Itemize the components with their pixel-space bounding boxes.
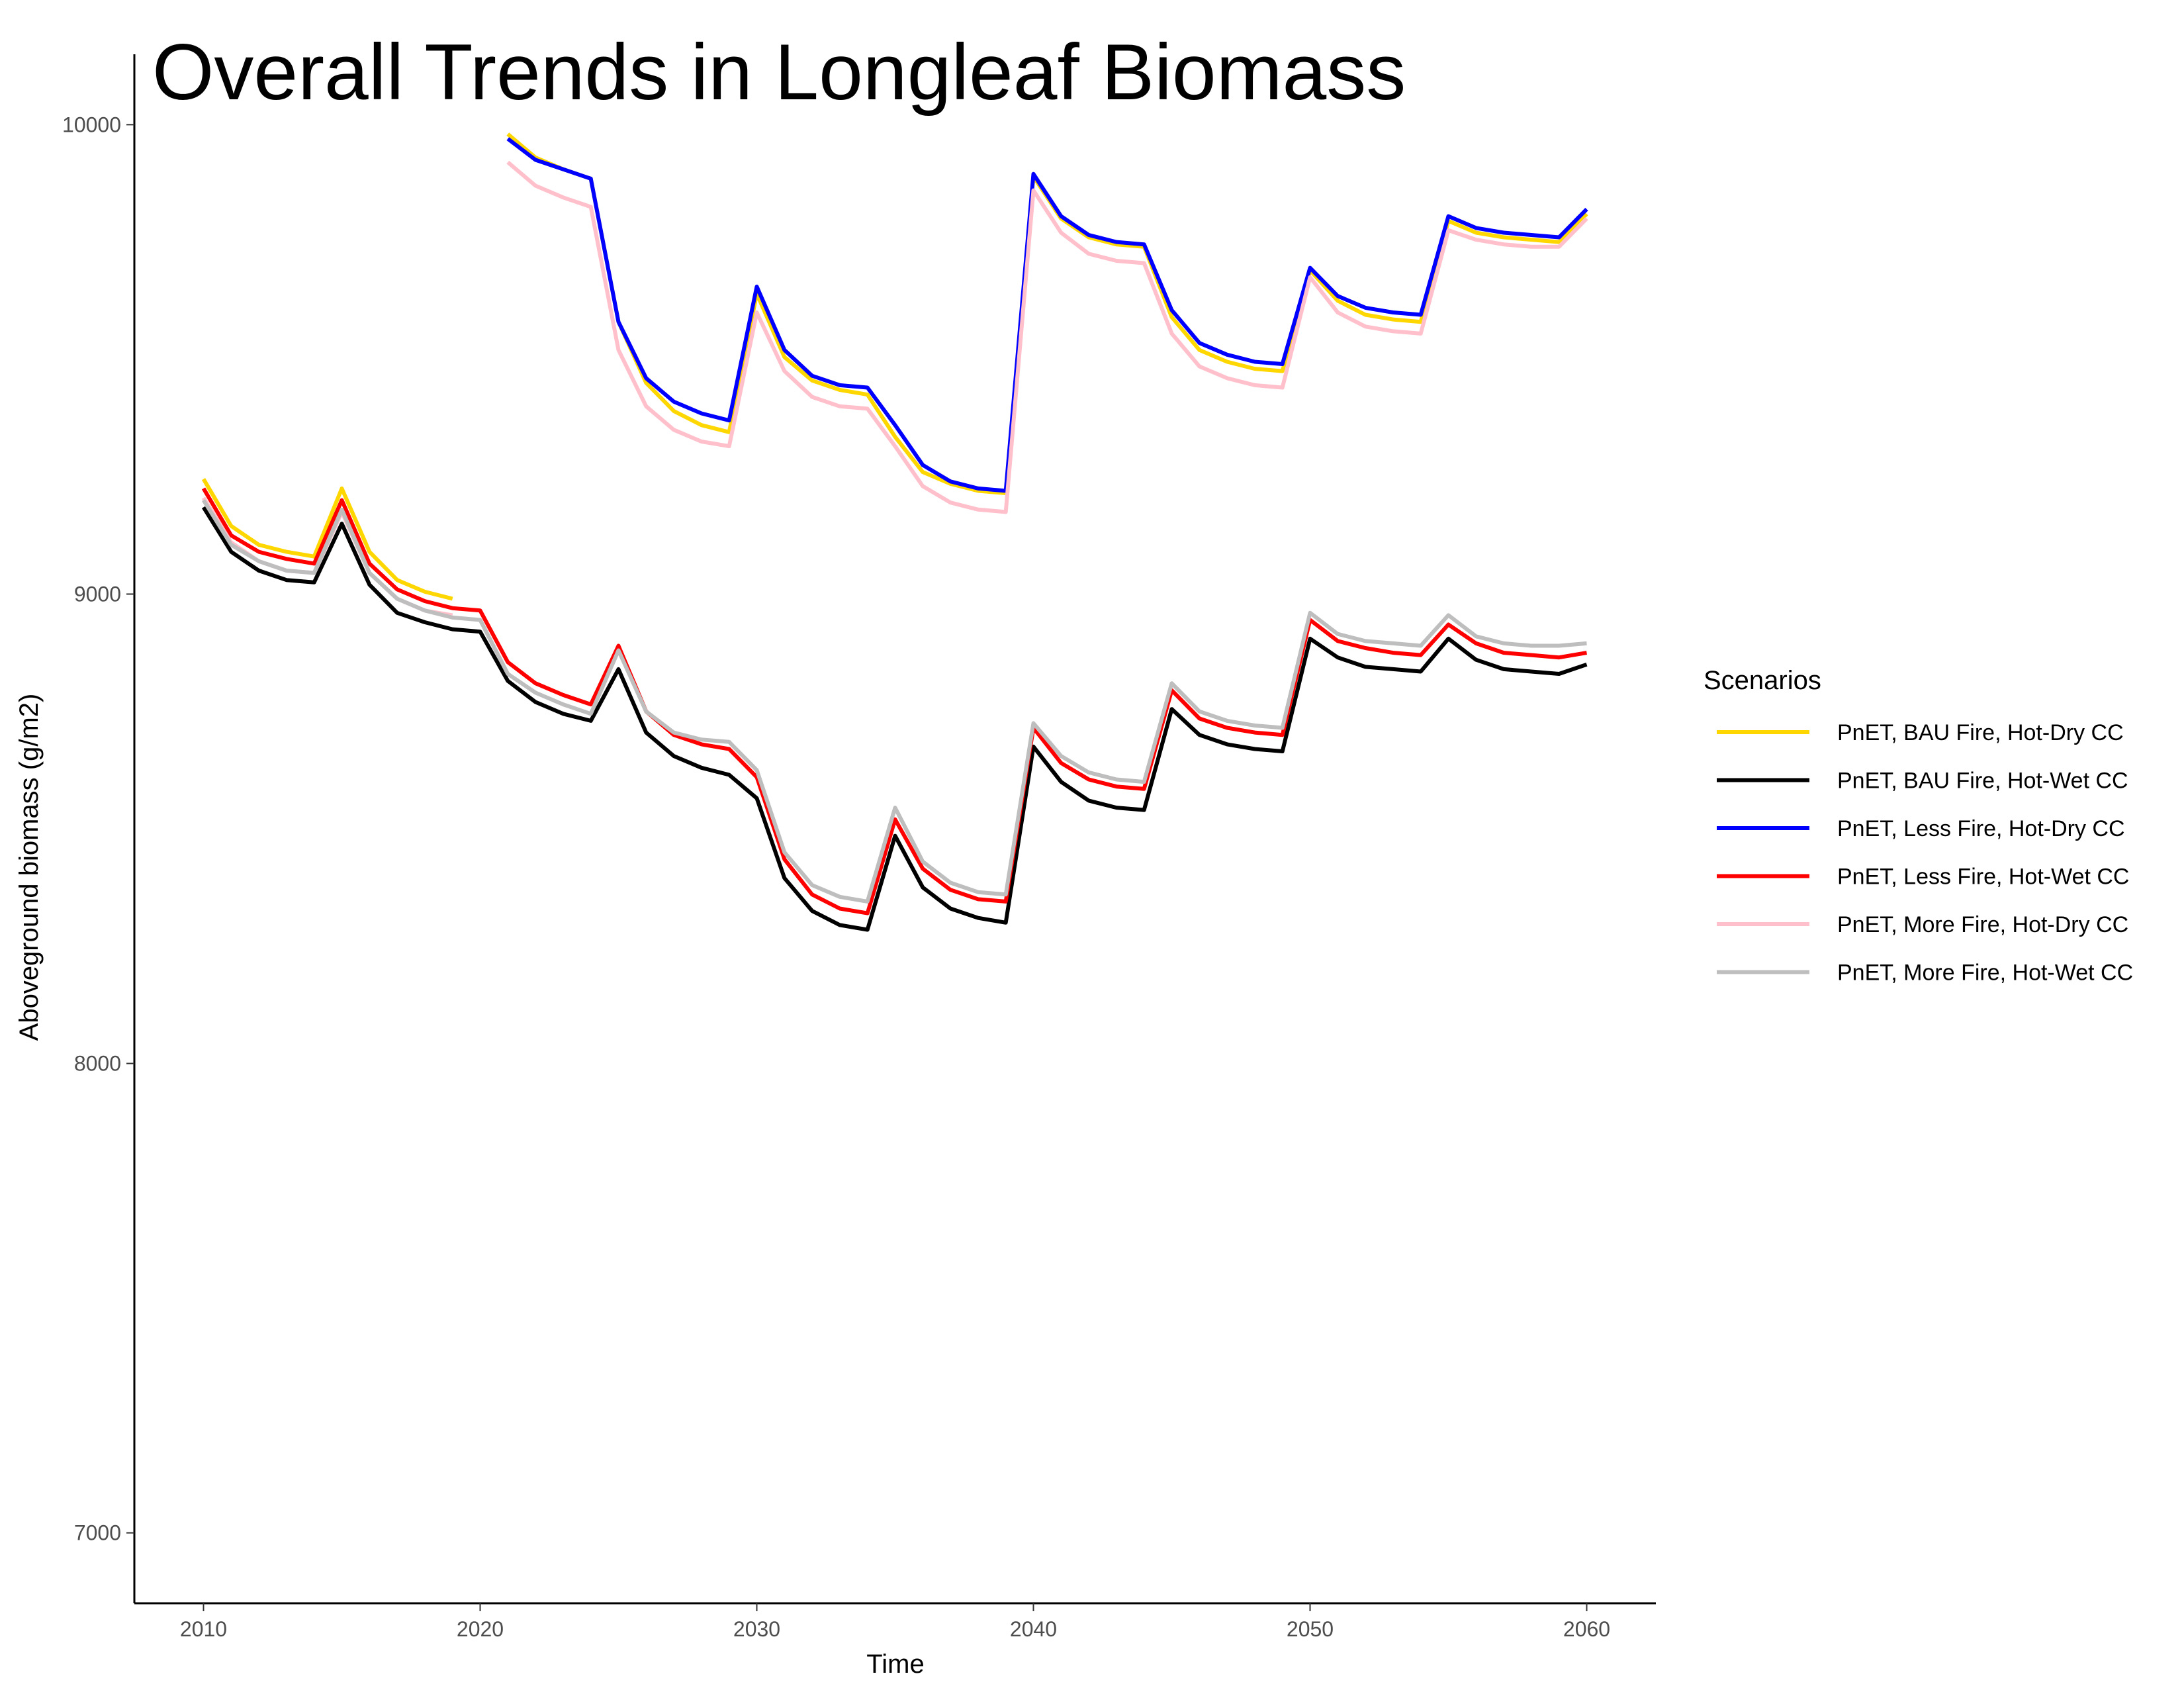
x-tick-label: 2020 — [457, 1617, 504, 1641]
chart-title: Overall Trends in Longleaf Biomass — [152, 28, 1406, 117]
legend-title: Scenarios — [1704, 666, 1821, 695]
x-tick-label: 2030 — [733, 1617, 780, 1641]
series-line-2 — [201, 506, 1588, 932]
x-tick-label: 2050 — [1287, 1617, 1334, 1641]
x-tick-label: 2060 — [1563, 1617, 1610, 1641]
series-line-6 — [201, 499, 1587, 904]
legend-label: PnET, More Fire, Hot-Wet CC — [1837, 961, 2133, 986]
legend-label: PnET, More Fire, Hot-Dry CC — [1837, 912, 2128, 937]
legend-label: PnET, BAU Fire, Hot-Wet CC — [1837, 769, 2128, 794]
x-tick-label: 2010 — [180, 1617, 227, 1641]
x-ticks: 2010 2020 2030 2040 2050 2060 — [180, 1603, 1610, 1641]
y-ticks: 7000 8000 9000 10000 — [62, 113, 134, 1545]
series-group — [201, 132, 1588, 932]
y-tick-label: 10000 — [62, 113, 121, 136]
y-axis-title: Aboveground biomass (g/m2) — [15, 694, 44, 1041]
legend-label: PnET, Less Fire, Hot-Wet CC — [1837, 865, 2130, 890]
x-tick-label: 2040 — [1010, 1617, 1057, 1641]
legend-label: PnET, BAU Fire, Hot-Dry CC — [1837, 720, 2124, 745]
y-tick-label: 8000 — [74, 1052, 121, 1076]
legend-label: PnET, Less Fire, Hot-Dry CC — [1837, 816, 2125, 841]
legend: Scenarios PnET, BAU Fire, Hot-Dry CCPnET… — [1704, 666, 2133, 986]
series-line-4 — [201, 487, 1588, 915]
y-tick-label: 9000 — [74, 582, 121, 606]
legend-items: PnET, BAU Fire, Hot-Dry CC PnET, BAU Fire… — [1717, 720, 2133, 986]
x-axis-title: Time — [866, 1650, 924, 1679]
series-line-3 — [506, 137, 1588, 493]
y-tick-label: 7000 — [74, 1521, 121, 1545]
